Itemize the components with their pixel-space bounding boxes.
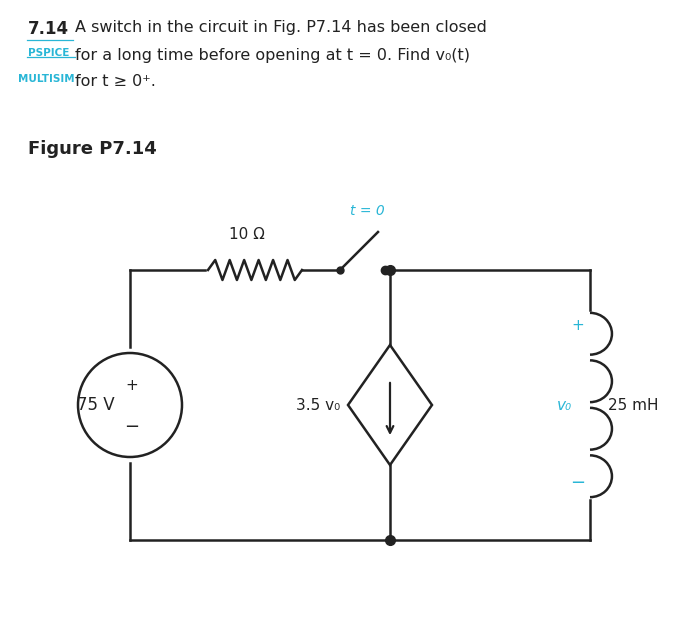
Text: 10 Ω: 10 Ω <box>229 227 265 242</box>
Text: for a long time before opening at t = 0. Find v₀(t): for a long time before opening at t = 0.… <box>75 48 470 63</box>
Text: 3.5 v₀: 3.5 v₀ <box>295 397 340 412</box>
Text: +: + <box>125 378 139 392</box>
Text: −: − <box>125 418 139 436</box>
Text: PSPICE: PSPICE <box>28 48 69 58</box>
Text: MULTISIM: MULTISIM <box>18 74 75 84</box>
Text: for t ≥ 0⁺.: for t ≥ 0⁺. <box>75 74 156 89</box>
Text: +: + <box>572 318 584 333</box>
Text: t = 0: t = 0 <box>350 204 385 218</box>
Text: 25 mH: 25 mH <box>608 397 659 412</box>
Text: −: − <box>570 474 586 492</box>
Text: 75 V: 75 V <box>78 396 115 414</box>
Text: v₀: v₀ <box>557 397 572 412</box>
Text: Figure P7.14: Figure P7.14 <box>28 140 157 158</box>
Text: 7.14: 7.14 <box>28 20 69 38</box>
Text: A switch in the circuit in Fig. P7.14 has been closed: A switch in the circuit in Fig. P7.14 ha… <box>75 20 487 35</box>
